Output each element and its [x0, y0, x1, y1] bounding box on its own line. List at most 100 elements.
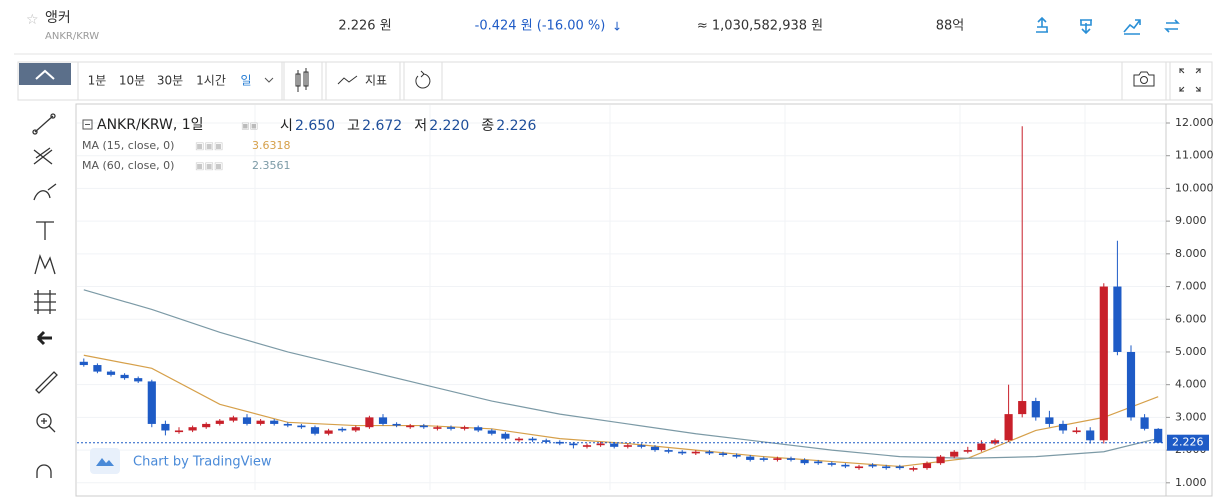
indicator-button[interactable]	[325, 61, 401, 101]
candle-body	[106, 371, 116, 375]
candle-body	[474, 427, 483, 431]
candle-body	[555, 441, 564, 444]
candle-body	[120, 374, 129, 379]
hide-tool[interactable]	[36, 330, 52, 346]
candle-body	[637, 445, 646, 447]
header-icons[interactable]	[1036, 16, 1180, 35]
candle-body	[759, 458, 768, 460]
down-arrow: ↓	[612, 20, 622, 34]
candle-body	[1004, 414, 1013, 441]
chart-frame	[75, 103, 1213, 497]
candle-body	[174, 430, 184, 433]
ma-name: MA (15, close, 0)	[82, 139, 174, 152]
price: 2.226 원	[338, 19, 391, 34]
interval-dropdown[interactable]	[264, 77, 274, 83]
candle-body	[528, 438, 537, 441]
candle-body	[977, 443, 986, 451]
candle-body	[610, 443, 619, 447]
candle-body	[188, 427, 197, 431]
candle-body	[229, 417, 238, 421]
candle-body	[1058, 423, 1068, 431]
y-tick-label: 3.000	[1175, 410, 1207, 423]
y-tick-label: 8.000	[1175, 247, 1207, 260]
candle-body	[338, 428, 347, 431]
candle-body	[732, 455, 741, 457]
ma-value: 3.6318	[252, 139, 291, 152]
candle-body	[895, 466, 904, 469]
candle-body	[460, 427, 469, 429]
candle-body	[378, 417, 388, 424]
y-tick-label: 10.000	[1175, 181, 1214, 194]
legend-open-label: 시	[280, 118, 293, 134]
ma-name: MA (60, close, 0)	[82, 159, 174, 172]
candle-body	[868, 464, 877, 467]
fullscreen-button[interactable]	[1169, 61, 1213, 101]
candle-body	[746, 456, 755, 460]
interval-group	[77, 61, 283, 101]
candle-body	[1140, 417, 1149, 429]
candle-body	[501, 433, 510, 439]
legend-icons[interactable]: ▣▣	[241, 122, 258, 132]
candle-body	[814, 461, 823, 464]
y-tick-label: 4.000	[1175, 378, 1207, 391]
ma-icons: ▣▣▣	[195, 161, 223, 172]
candle-body	[922, 463, 932, 469]
drawing-tools[interactable]	[32, 113, 58, 478]
candle-body	[433, 427, 442, 429]
screenshot-button[interactable]	[1121, 61, 1167, 101]
candle-body	[950, 451, 959, 457]
star-icon[interactable]: ☆	[26, 12, 39, 28]
candle-body	[1072, 430, 1081, 433]
legend-high-value: 2.672	[362, 118, 402, 134]
candle-body	[419, 425, 428, 428]
candle-body	[1045, 417, 1054, 424]
candle-icon	[295, 68, 309, 92]
legend-high-label: 고	[347, 118, 360, 134]
candle-body	[650, 446, 660, 451]
candle-body	[1113, 286, 1122, 352]
candle-body	[283, 423, 292, 426]
candle-body	[93, 365, 102, 372]
interval-option[interactable]: 일	[240, 74, 251, 88]
moving-average	[83, 289, 1159, 459]
y-tick-label: 1.000	[1175, 476, 1207, 489]
candle-body	[1126, 351, 1136, 418]
candle-body	[827, 463, 836, 465]
change: -0.424 원 (-16.00 %)	[475, 19, 606, 34]
candle-body	[406, 425, 415, 428]
candle-body	[202, 423, 211, 428]
time-grid	[254, 105, 1086, 490]
candle-body	[678, 451, 687, 454]
legend-collapse[interactable]	[82, 119, 93, 130]
interval-option[interactable]: 10분	[119, 74, 145, 88]
candle-body	[1018, 401, 1027, 415]
tv-logo	[90, 448, 120, 474]
candle-body	[800, 459, 809, 464]
candle-body	[623, 445, 632, 447]
legend-close-label: 종	[481, 118, 494, 134]
candle-body	[297, 425, 306, 428]
candle-body	[569, 443, 578, 446]
collapse-button[interactable]	[19, 63, 71, 85]
candle-body	[582, 445, 592, 447]
candle-body	[786, 458, 796, 460]
candle-body	[514, 438, 524, 441]
candle-body	[242, 417, 252, 424]
legend-symbol: ANKR/KRW, 1일	[97, 117, 204, 133]
refresh-button[interactable]	[403, 61, 443, 101]
legend-low-value: 2.220	[429, 118, 469, 134]
tv-logo-mark	[96, 458, 114, 466]
candle-body	[392, 423, 401, 426]
interval-option[interactable]: 1분	[88, 74, 107, 88]
candle-body	[270, 420, 279, 424]
interval-option[interactable]: 1시간	[196, 74, 226, 88]
candle-body	[147, 381, 156, 424]
y-tick-label: 12.000	[1175, 116, 1214, 129]
y-tick-label: 11.000	[1175, 149, 1214, 162]
chart-type-button[interactable]	[283, 61, 323, 101]
candle-body	[324, 430, 333, 434]
collapse-icon	[35, 69, 55, 80]
interval-option[interactable]: 30분	[157, 74, 183, 88]
fullscreen-icon	[1178, 67, 1202, 93]
candle-body	[963, 450, 972, 452]
